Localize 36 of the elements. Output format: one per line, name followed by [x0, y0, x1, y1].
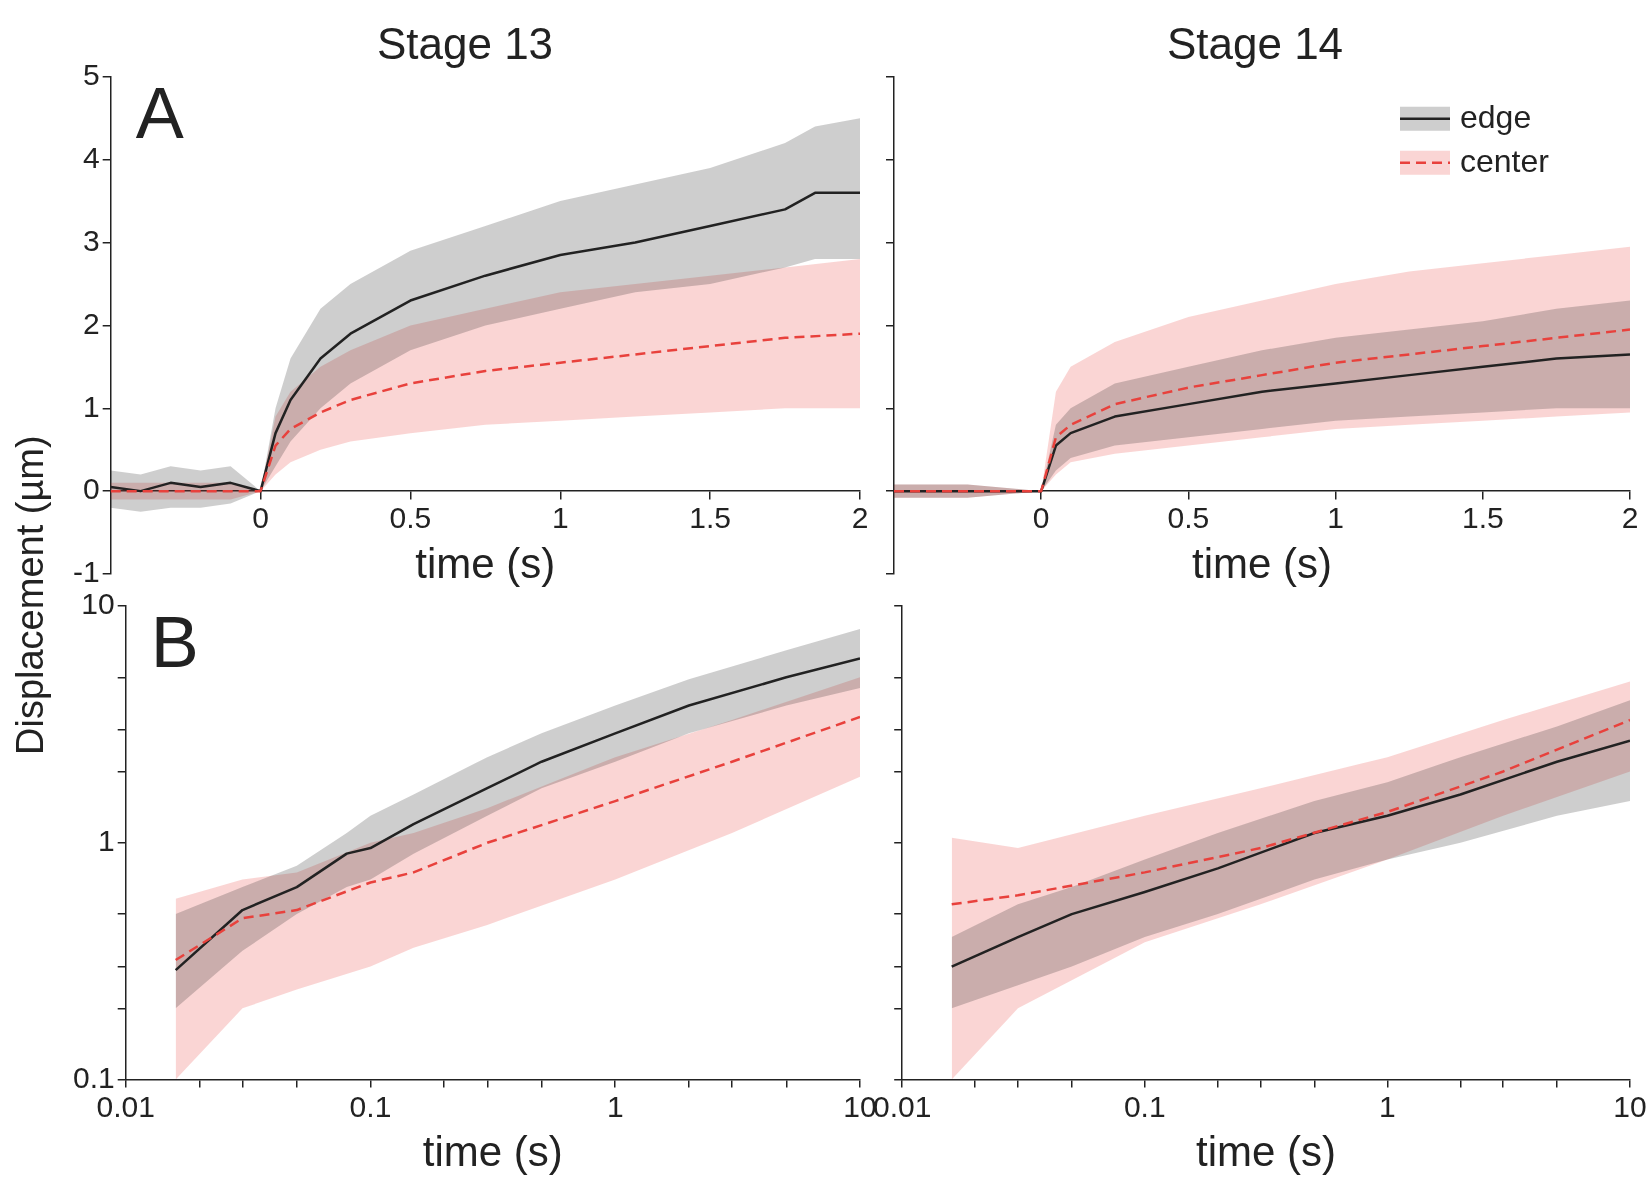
legend-label: center — [1460, 142, 1550, 179]
y-tick-label: 1 — [98, 824, 115, 858]
y-tick-label: 2 — [82, 306, 100, 340]
x-tick-label: 0.1 — [1123, 1089, 1166, 1123]
y-tick-label: 4 — [82, 140, 100, 174]
x-tick-label: 0 — [252, 501, 269, 535]
x-tick-label: 1.5 — [1461, 501, 1504, 535]
chart-title: Stage 13 — [376, 18, 554, 68]
y-tick-label: 1 — [82, 389, 100, 423]
x-tick-label: 1 — [606, 1089, 624, 1123]
x-axis-title: time (s) — [422, 1128, 563, 1176]
x-tick-label: 1 — [1327, 501, 1344, 535]
legend-label: edge — [1460, 98, 1532, 135]
x-axis-title: time (s) — [415, 539, 556, 587]
x-tick-label: 0.5 — [1167, 501, 1210, 535]
x-tick-label: 0.5 — [389, 501, 432, 535]
x-axis-title: time (s) — [1196, 1128, 1337, 1176]
x-tick-label: 0.1 — [349, 1089, 392, 1123]
x-tick-label: 0.01 — [873, 1089, 932, 1123]
x-tick-label: 1 — [1379, 1089, 1396, 1123]
x-tick-label: 10 — [1613, 1089, 1647, 1123]
x-tick-label: 1.5 — [689, 501, 731, 535]
y-tick-label: -1 — [72, 555, 100, 589]
x-tick-label: 2 — [851, 501, 869, 535]
y-tick-label: 0 — [82, 472, 100, 506]
chart-title: Stage 14 — [1166, 18, 1344, 68]
y-axis-title: Displacement (µm) — [8, 435, 52, 755]
annotation: B — [150, 601, 199, 682]
y-tick-label: 5 — [82, 58, 100, 92]
y-tick-label: 3 — [82, 223, 100, 257]
x-tick-label: 0 — [1032, 501, 1050, 535]
x-tick-label: 1 — [551, 501, 569, 535]
x-axis-title: time (s) — [1192, 539, 1332, 587]
annotation: A — [135, 72, 184, 153]
y-tick-label: 10 — [81, 587, 115, 621]
x-tick-label: 2 — [1621, 501, 1639, 535]
